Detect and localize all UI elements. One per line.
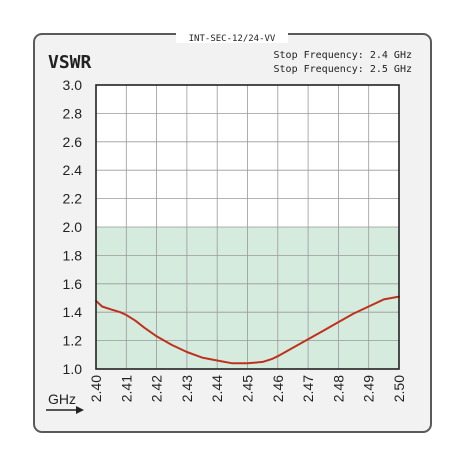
x-tick-label: 2.47	[300, 375, 316, 402]
model-label: INT-SEC-12/24-VV	[189, 34, 276, 44]
x-tick-label: 2.49	[361, 375, 377, 402]
x-tick-label: 2.40	[88, 375, 104, 402]
x-tick-label: 2.46	[270, 375, 286, 402]
x-axis-arrow-head	[76, 406, 84, 414]
x-axis-label: GHz	[48, 391, 76, 407]
plot-frame	[95, 84, 400, 370]
annotation-start-frequency: Stop Frequency: 2.4 GHz	[274, 50, 412, 61]
y-tick-label: 1.6	[63, 276, 83, 292]
vswr-curve	[95, 295, 400, 365]
chart-title: VSWR	[48, 52, 92, 73]
y-tick-label: 1.4	[63, 304, 83, 320]
x-tick-label: 2.42	[149, 375, 165, 402]
y-tick-label: 2.8	[63, 105, 83, 121]
x-tick-label: 2.43	[179, 375, 195, 402]
y-tick-label: 1.2	[63, 333, 83, 349]
x-tick-label: 2.41	[118, 375, 134, 402]
x-tick-label: 2.45	[240, 375, 256, 402]
x-tick-labels: 2.40 2.41 2.42 2.43 2.44 2.45 2.46 2.47 2.48 2.49…	[88, 375, 407, 402]
y-tick-label: 2.0	[63, 219, 83, 235]
y-tick-label: 3.0	[63, 77, 83, 93]
y-tick-label: 1.0	[63, 361, 83, 377]
x-tick-label: 2.50	[391, 375, 407, 402]
y-tick-label: 2.6	[63, 134, 83, 150]
model-label-bg	[176, 32, 288, 43]
x-tick-label: 2.44	[209, 375, 225, 402]
x-tick-label: 2.48	[330, 375, 346, 402]
y-tick-labels: 1.0 1.2 1.4 1.6 1.8 2.0 2.2 2.4 2.6 2.8 3.0	[63, 77, 83, 377]
y-tick-label: 1.8	[63, 247, 83, 263]
y-tick-label: 2.4	[63, 162, 83, 178]
y-tick-label: 2.2	[63, 191, 83, 207]
annotation-stop-frequency: Stop Frequency: 2.5 GHz	[274, 64, 412, 75]
